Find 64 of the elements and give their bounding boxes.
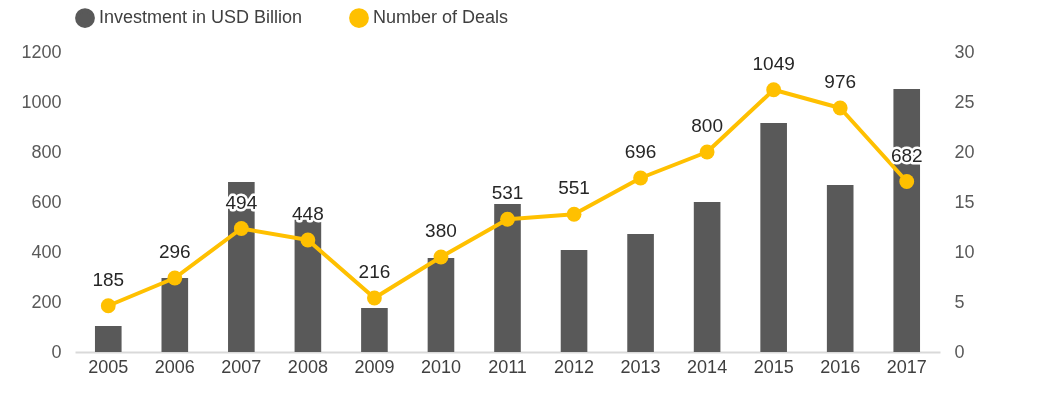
x-tick-label: 2005 (88, 356, 129, 377)
bar (94, 326, 122, 352)
legend-label: Number of Deals (373, 7, 509, 28)
x-tick-label: 2016 (820, 356, 861, 377)
y2-tick-label: 10 (954, 241, 975, 262)
x-tick-label: 2017 (886, 356, 927, 377)
x-tick-label: 2007 (221, 356, 262, 377)
y-tick-label: 800 (31, 141, 62, 162)
y2-tick-label: 25 (954, 91, 975, 112)
data-label: 1049 (752, 52, 795, 74)
legend-label: Investment in USD Billion (99, 7, 303, 28)
y2-tick-label: 30 (954, 41, 975, 62)
y2-tick-label: 5 (954, 291, 965, 312)
data-label: 800 (691, 115, 723, 136)
y2-tick-label: 15 (954, 191, 975, 212)
data-label: 296 (158, 241, 191, 262)
data-label: 185 (92, 268, 125, 290)
bar (693, 202, 721, 352)
point (633, 170, 648, 186)
y2-tick-label: 0 (954, 341, 965, 362)
point (766, 82, 782, 98)
point (832, 100, 848, 116)
y2-tick-label: 20 (954, 141, 975, 162)
x-tick-label: 2015 (753, 356, 794, 377)
bar (361, 308, 388, 352)
bar (228, 182, 255, 352)
point (699, 144, 715, 160)
x-tick-label: 2008 (287, 356, 328, 377)
y-tick-label: 600 (31, 191, 62, 212)
point (300, 232, 316, 248)
bar (427, 258, 455, 352)
point (500, 211, 515, 227)
x-tick-label: 2011 (488, 356, 527, 377)
point (233, 221, 249, 236)
y-tick-label: 400 (31, 241, 62, 262)
y-tick-label: 1200 (21, 41, 62, 62)
data-label: 216 (358, 261, 391, 282)
data-label: 696 (624, 141, 657, 162)
y-tick-label: 0 (51, 341, 62, 362)
x-tick-label: 2009 (354, 356, 395, 377)
x-tick-label: 2010 (420, 356, 461, 377)
bar (627, 234, 654, 352)
bar (560, 250, 588, 352)
point (899, 174, 915, 189)
x-tick-label: 2006 (154, 356, 195, 377)
point (100, 298, 116, 314)
point (167, 270, 183, 286)
point (566, 206, 582, 222)
data-label: 380 (425, 220, 457, 241)
x-tick-label: 2012 (554, 356, 595, 377)
data-label: 551 (558, 177, 590, 199)
bar (760, 123, 787, 352)
x-tick-label: 2014 (687, 356, 728, 377)
point (367, 290, 382, 306)
data-label: 531 (491, 182, 524, 204)
y-tick-label: 1000 (21, 91, 62, 112)
bar (893, 89, 921, 352)
bar (494, 204, 521, 352)
point (433, 249, 449, 265)
bar (161, 278, 189, 352)
bar (826, 185, 854, 352)
data-label: 976 (824, 71, 857, 92)
x-tick-label: 2013 (620, 356, 661, 377)
y-tick-label: 200 (31, 291, 62, 312)
